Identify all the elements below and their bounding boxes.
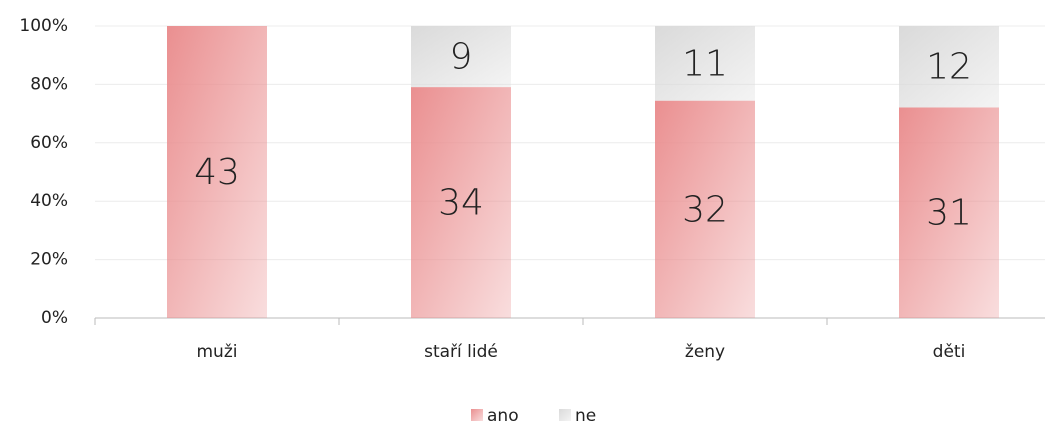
y-tick-label: 40% [30, 191, 68, 211]
x-tick-label: ženy [685, 342, 725, 362]
bar-segment [899, 26, 999, 108]
data-label: 31 [926, 193, 972, 234]
data-label: 32 [682, 189, 728, 230]
bar-segment [899, 107, 999, 318]
y-tick-label: 20% [30, 250, 68, 270]
y-tick-label: 100% [19, 16, 68, 36]
data-label: 9 [450, 37, 473, 78]
bar-segment [411, 87, 511, 319]
data-label: 12 [926, 47, 972, 88]
x-tick-label: muži [197, 342, 238, 362]
y-tick-label: 80% [30, 74, 68, 94]
legend-swatch [559, 409, 571, 421]
data-label: 43 [194, 152, 240, 193]
bar-segment [411, 26, 511, 88]
data-label: 34 [438, 183, 484, 224]
legend-label: ano [487, 406, 519, 426]
x-tick-label: staří lidé [424, 342, 498, 362]
y-tick-label: 0% [41, 308, 68, 328]
x-tick-label: děti [933, 342, 966, 362]
legend-swatch [471, 409, 483, 421]
bar-segment [655, 100, 755, 318]
bar-segment [167, 26, 267, 318]
bar-segment [655, 26, 755, 101]
legend-label: ne [575, 406, 596, 426]
data-label: 11 [682, 43, 728, 84]
y-tick-label: 60% [30, 133, 68, 153]
